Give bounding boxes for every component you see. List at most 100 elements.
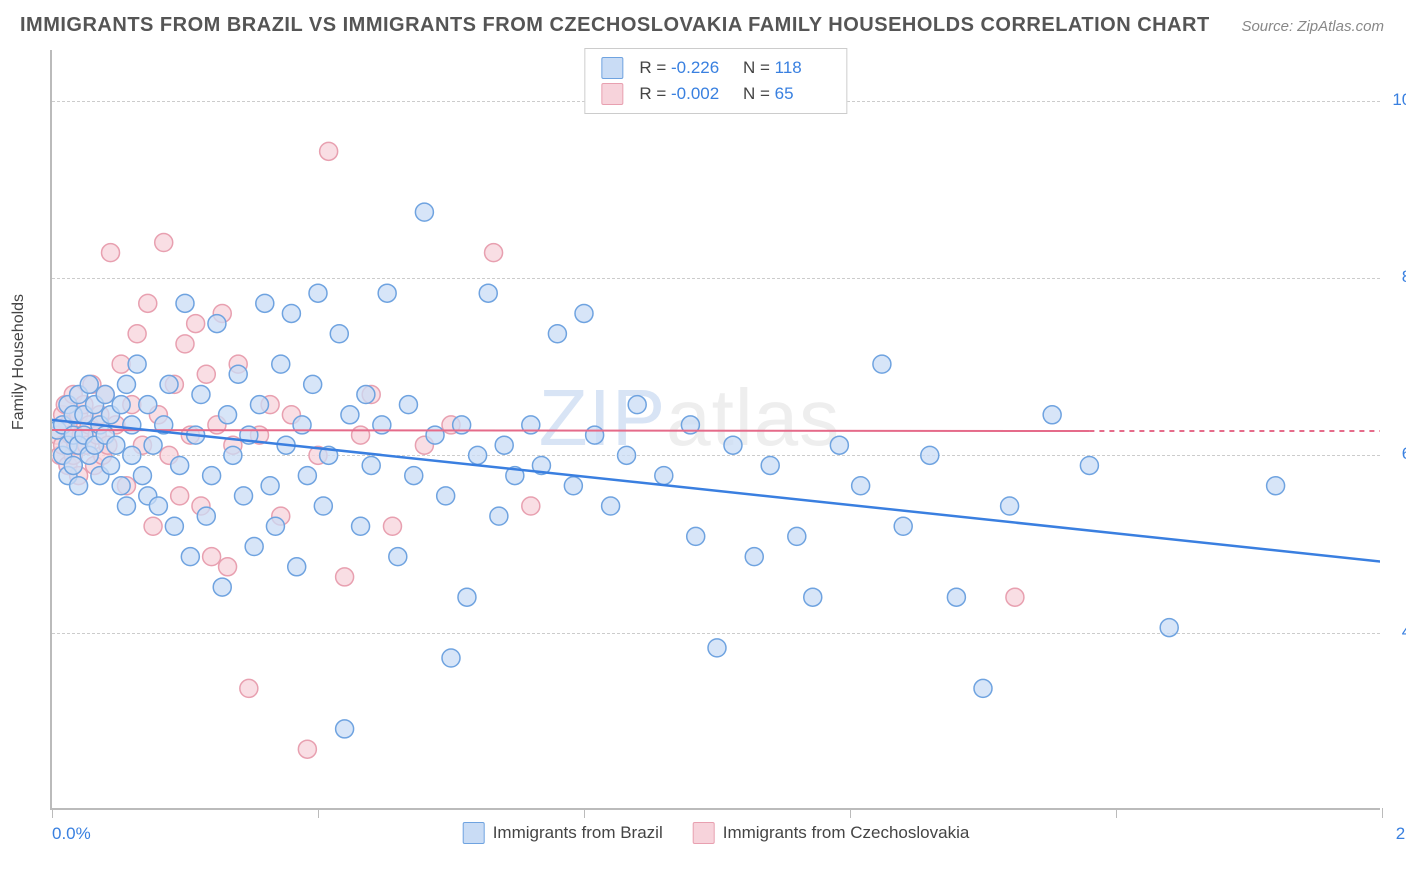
scatter-point <box>442 649 460 667</box>
scatter-point <box>330 325 348 343</box>
scatter-point <box>852 477 870 495</box>
scatter-point <box>117 497 135 515</box>
scatter-point <box>107 436 125 454</box>
scatter-point <box>250 396 268 414</box>
r-label: R = <box>639 58 671 77</box>
legend-swatch-cz <box>601 83 623 105</box>
scatter-point <box>128 355 146 373</box>
scatter-point <box>266 517 284 535</box>
trendline-cz <box>52 430 1089 431</box>
scatter-point <box>1043 406 1061 424</box>
x-tick <box>318 808 319 818</box>
legend-item: Immigrants from Brazil <box>463 822 663 844</box>
scatter-point <box>144 436 162 454</box>
scatter-point <box>219 406 237 424</box>
scatter-point <box>96 386 114 404</box>
scatter-point <box>171 456 189 474</box>
scatter-point <box>974 679 992 697</box>
scatter-point <box>256 294 274 312</box>
scatter-point <box>357 386 375 404</box>
scatter-point <box>426 426 444 444</box>
scatter-point <box>112 396 130 414</box>
scatter-point <box>1080 456 1098 474</box>
x-tick <box>850 808 851 818</box>
scatter-point <box>485 244 503 262</box>
scatter-point <box>378 284 396 302</box>
scatter-point <box>304 375 322 393</box>
legend-row: R = -0.226 N = 118 <box>601 55 830 81</box>
scatter-point <box>495 436 513 454</box>
scatter-point <box>176 294 194 312</box>
r-value: -0.002 <box>671 84 727 104</box>
scatter-point <box>208 315 226 333</box>
x-tick <box>1116 808 1117 818</box>
n-value: 118 <box>775 58 831 78</box>
scatter-point <box>165 517 183 535</box>
scatter-point <box>1006 588 1024 606</box>
scatter-point <box>873 355 891 373</box>
scatter-point <box>458 588 476 606</box>
scatter-point <box>341 406 359 424</box>
y-tick-label: 47.5% <box>1390 622 1406 642</box>
y-axis-label: Family Households <box>10 294 28 430</box>
scatter-point <box>128 325 146 343</box>
scatter-point <box>139 396 157 414</box>
y-tick-label: 100.0% <box>1390 90 1406 110</box>
y-tick-label: 65.0% <box>1390 444 1406 464</box>
n-value: 65 <box>775 84 831 104</box>
scatter-point <box>272 355 290 373</box>
scatter-point <box>133 467 151 485</box>
scatter-point <box>761 456 779 474</box>
series-legend: Immigrants from Brazil Immigrants from C… <box>463 822 970 844</box>
scatter-point <box>240 679 258 697</box>
scatter-point <box>399 396 417 414</box>
scatter-point <box>1001 497 1019 515</box>
x-tick-label: 25.0% <box>1396 824 1406 844</box>
legend-row: R = -0.002 N = 65 <box>601 81 830 107</box>
scatter-point <box>219 558 237 576</box>
x-tick <box>52 808 53 818</box>
scatter-point <box>708 639 726 657</box>
scatter-point <box>362 456 380 474</box>
n-label: N = <box>743 58 775 77</box>
scatter-point <box>788 527 806 545</box>
scatter-point <box>947 588 965 606</box>
scatter-point <box>352 517 370 535</box>
scatter-point <box>655 467 673 485</box>
scatter-point <box>245 538 263 556</box>
scatter-point <box>314 497 332 515</box>
scatter-point <box>112 477 130 495</box>
scatter-point <box>336 720 354 738</box>
scatter-point <box>383 517 401 535</box>
scatter-point <box>197 507 215 525</box>
scatter-point <box>181 548 199 566</box>
scatter-point <box>602 497 620 515</box>
source-attribution: Source: ZipAtlas.com <box>1241 18 1384 35</box>
scatter-point <box>309 284 327 302</box>
scatter-point <box>745 548 763 566</box>
scatter-point <box>139 294 157 312</box>
scatter-point <box>320 142 338 160</box>
scatter-point <box>522 497 540 515</box>
y-tick-label: 82.5% <box>1390 267 1406 287</box>
scatter-point <box>479 284 497 302</box>
x-tick <box>584 808 585 818</box>
scatter-point <box>149 497 167 515</box>
scatter-point <box>298 467 316 485</box>
scatter-point <box>575 304 593 322</box>
scatter-point <box>288 558 306 576</box>
scatter-point <box>197 365 215 383</box>
scatter-point <box>628 396 646 414</box>
scatter-point <box>437 487 455 505</box>
scatter-point <box>921 446 939 464</box>
scatter-point <box>187 315 205 333</box>
chart-title: IMMIGRANTS FROM BRAZIL VS IMMIGRANTS FRO… <box>20 14 1210 37</box>
scatter-point <box>171 487 189 505</box>
scatter-point <box>830 436 848 454</box>
scatter-point <box>469 446 487 464</box>
scatter-point <box>261 477 279 495</box>
scatter-point <box>548 325 566 343</box>
scatter-point <box>64 456 82 474</box>
scatter-point <box>192 386 210 404</box>
scatter-point <box>102 244 120 262</box>
